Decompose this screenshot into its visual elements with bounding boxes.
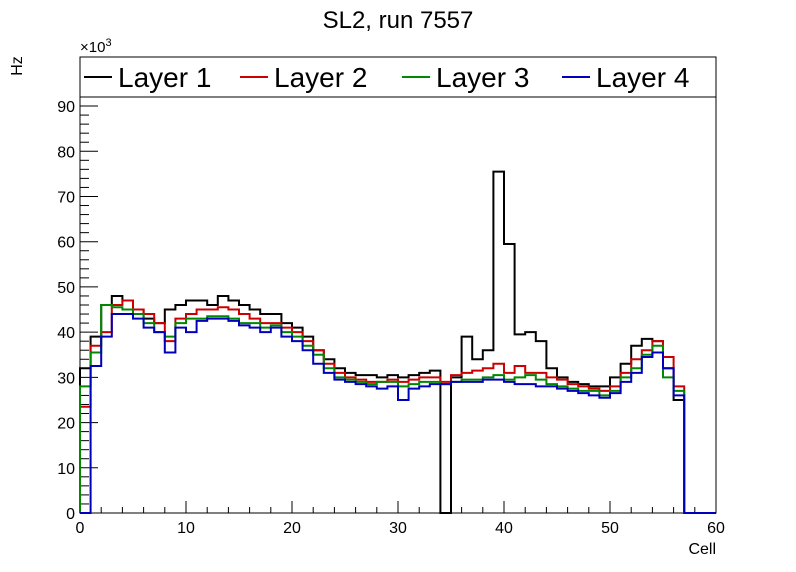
x-tick-label: 40: [495, 520, 513, 537]
y-tick-label: 40: [57, 325, 75, 342]
y-axis-exponent-power: 3: [105, 37, 111, 49]
legend-label: Layer 2: [274, 62, 367, 93]
y-tick-label: 90: [57, 99, 75, 116]
x-axis-label: Cell: [688, 541, 716, 558]
series-layer: [79, 170, 716, 514]
y-tick-label: 10: [57, 461, 75, 478]
series-line-layer-1: [79, 170, 716, 514]
legend-label: Layer 4: [596, 62, 689, 93]
x-tick-label: 10: [177, 520, 195, 537]
y-axis-exponent-base: ×10: [80, 39, 105, 56]
x-tick-label: 20: [283, 520, 301, 537]
y-tick-label: 20: [57, 416, 75, 433]
y-tick-label: 30: [57, 370, 75, 387]
y-tick-label: 0: [66, 506, 75, 523]
y-axis-exponent: ×103: [80, 37, 112, 56]
axis-ticks: 0 10 20 30 40 50 60 0 10 20 30 40 50 60 70 80 90: [57, 99, 725, 537]
y-axis-label: Hz: [9, 56, 26, 76]
legend-label: Layer 3: [436, 62, 529, 93]
y-tick-label: 80: [57, 144, 75, 161]
legend-box: [79, 56, 717, 98]
chart-title: SL2, run 7557: [323, 7, 474, 34]
y-tick-label: 60: [57, 235, 75, 252]
legend: Layer 1 Layer 2 Layer 3 Layer 4: [84, 62, 689, 93]
y-tick-label: 70: [57, 189, 75, 206]
x-tick-label: 30: [389, 520, 407, 537]
series-line-layer-4: [80, 313, 716, 514]
x-tick-label: 50: [601, 520, 619, 537]
legend-label: Layer 1: [118, 62, 211, 93]
x-tick-label: 0: [76, 520, 85, 537]
y-tick-label: 50: [57, 280, 75, 297]
x-tick-label: 60: [707, 520, 725, 537]
